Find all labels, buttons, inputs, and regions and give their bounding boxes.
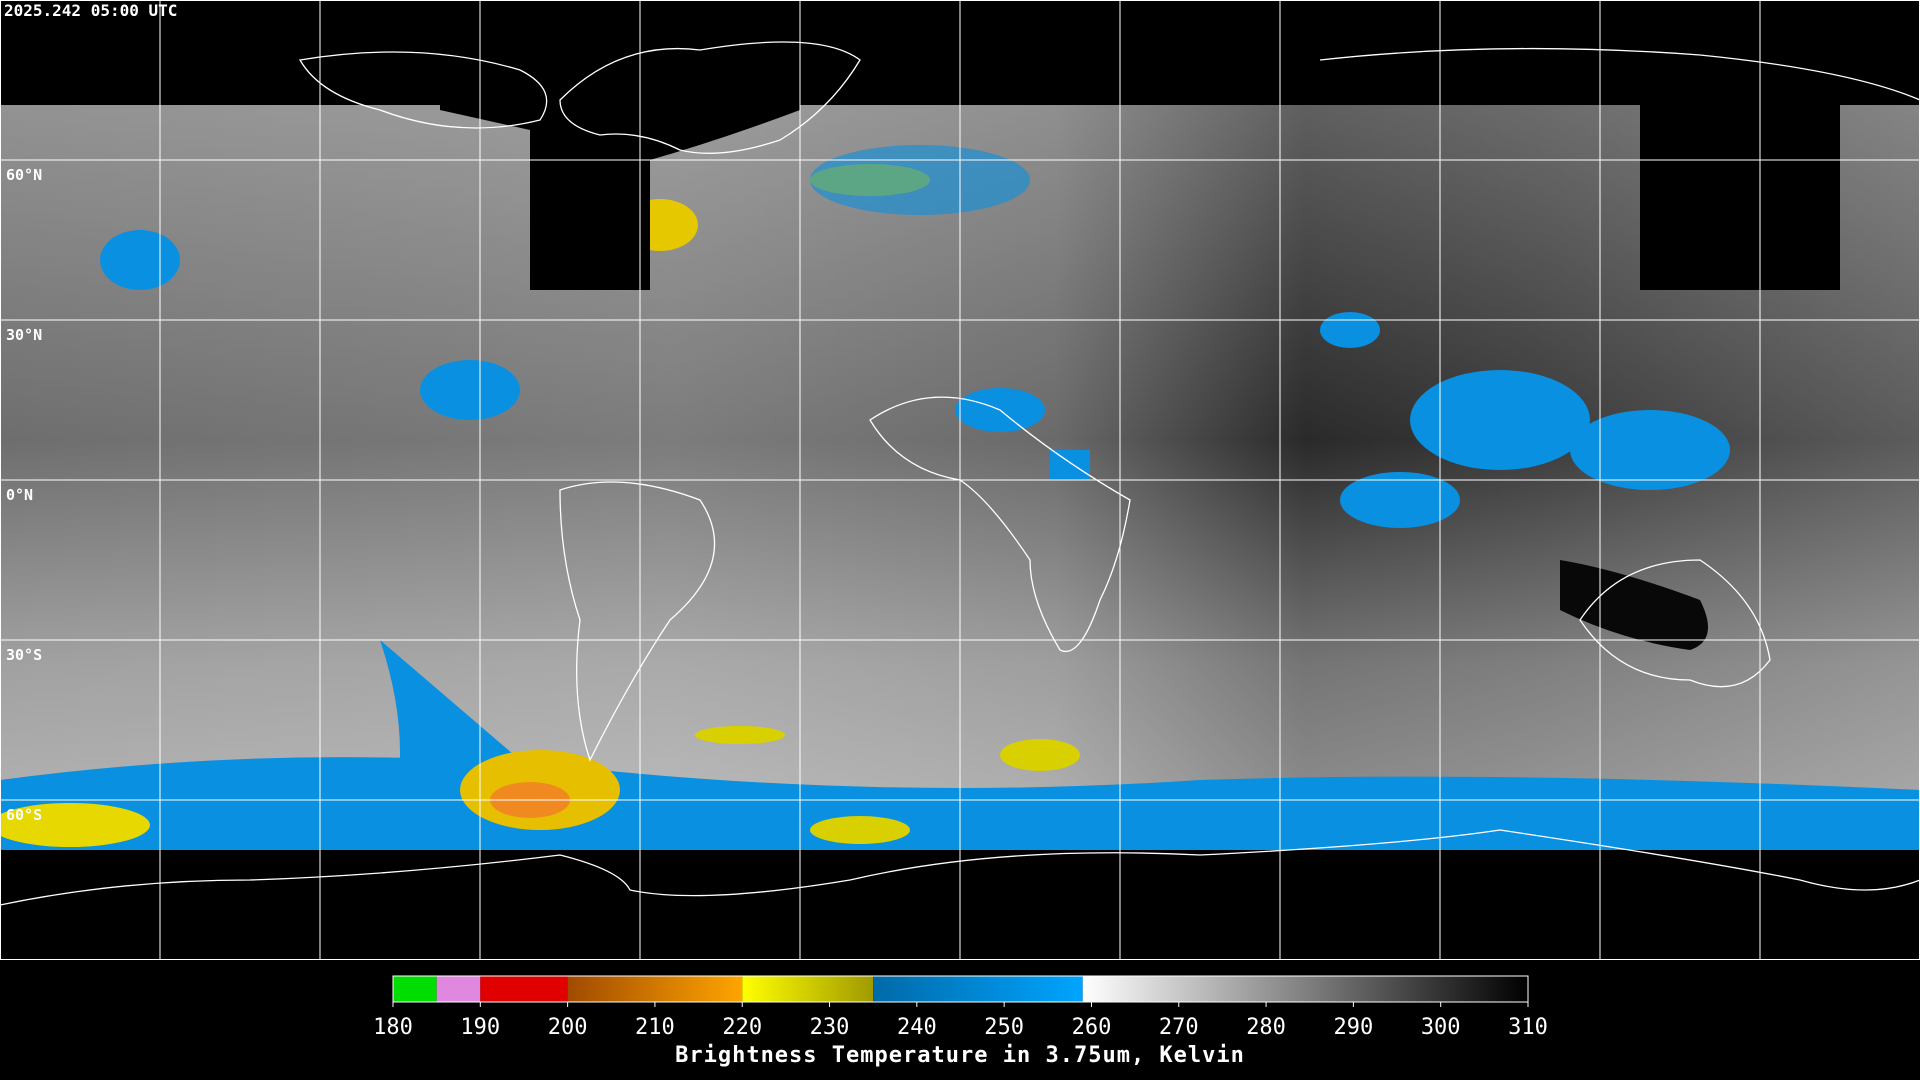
colorbar-segment bbox=[436, 976, 481, 1002]
colorbar-tick-label: 270 bbox=[1159, 1015, 1199, 1040]
colorbar-tick-label: 210 bbox=[635, 1015, 675, 1040]
colorbar-segment bbox=[480, 976, 568, 1002]
colorbar-segment bbox=[567, 976, 743, 1002]
colorbar-tick-label: 180 bbox=[373, 1015, 413, 1040]
latitude-label: 0°N bbox=[6, 486, 33, 504]
colorbar-tick-label: 250 bbox=[984, 1015, 1024, 1040]
latitude-label: 60°S bbox=[6, 806, 42, 824]
colorbar-segment bbox=[393, 976, 437, 1002]
colorbar-tick-label: 200 bbox=[548, 1015, 588, 1040]
colorbar-segment bbox=[873, 976, 1083, 1002]
colorbar-tick-label: 240 bbox=[897, 1015, 937, 1040]
colorbar-segment bbox=[1082, 976, 1528, 1002]
latitude-label: 30°S bbox=[6, 646, 42, 664]
colorbar: 180 190 200 210 220 230 240 250 260 270 280 290 300 3… bbox=[373, 975, 1548, 1040]
colorbar-tick-label: 290 bbox=[1334, 1015, 1374, 1040]
colorbar-tick-label: 280 bbox=[1246, 1015, 1286, 1040]
coastlines bbox=[0, 41, 1920, 906]
timestamp: 2025.242 05:00 UTC bbox=[4, 1, 177, 20]
colorbar-title: Brightness Temperature in 3.75um, Kelvin bbox=[675, 1043, 1245, 1068]
latitude-label: 60°N bbox=[6, 166, 42, 184]
colorbar-tick-label: 230 bbox=[810, 1015, 850, 1040]
colorbar-segment bbox=[742, 976, 874, 1002]
colorbar-tick-label: 190 bbox=[460, 1015, 500, 1040]
colorbar-tick-label: 310 bbox=[1508, 1015, 1548, 1040]
latitude-label: 30°N bbox=[6, 326, 42, 344]
colorbar-tick-label: 260 bbox=[1072, 1015, 1112, 1040]
colorbar-frame bbox=[392, 975, 1529, 1003]
colorbar-tick-label: 300 bbox=[1421, 1015, 1461, 1040]
colorbar-tick-label: 220 bbox=[722, 1015, 762, 1040]
